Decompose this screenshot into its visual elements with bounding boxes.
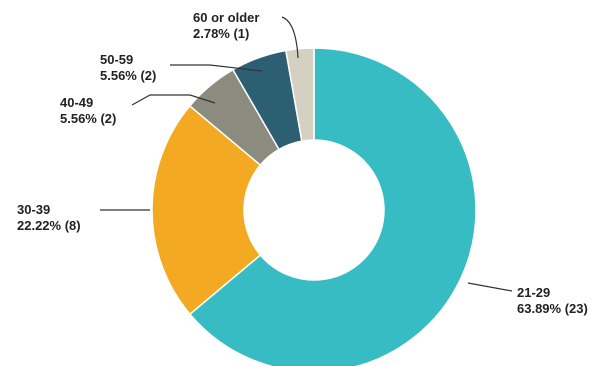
slice-label-21-29-name: 21-29	[517, 285, 550, 300]
leader-line-21-29	[467, 282, 513, 292]
slice-label-30-39-value: 22.22% (8)	[17, 218, 81, 233]
leader-line-50-59	[170, 64, 263, 72]
slice-labels: 21-29 63.89% (23) 30-39 22.22% (8) 40-49…	[17, 10, 588, 316]
slice-label-60-or-older-name: 60 or older	[193, 10, 259, 25]
slice-21-29	[188, 47, 477, 366]
slice-label-50-59-value: 5.56% (2)	[100, 68, 156, 83]
leader-line-40-49	[131, 94, 216, 106]
slice-30-39	[151, 104, 262, 316]
slice-60-or-older	[284, 47, 315, 142]
slice-label-60-or-older-value: 2.78% (1)	[193, 26, 249, 41]
donut-slices	[151, 47, 477, 366]
slice-label-50-59-name: 50-59	[100, 52, 133, 67]
slice-label-40-49-name: 40-49	[60, 95, 93, 110]
slice-label-40-49-value: 5.56% (2)	[60, 111, 116, 126]
leader-line-60-or-older	[281, 16, 299, 59]
slice-label-21-29-value: 63.89% (23)	[517, 301, 588, 316]
slice-label-30-39-name: 30-39	[17, 202, 50, 217]
leader-lines	[100, 16, 513, 292]
